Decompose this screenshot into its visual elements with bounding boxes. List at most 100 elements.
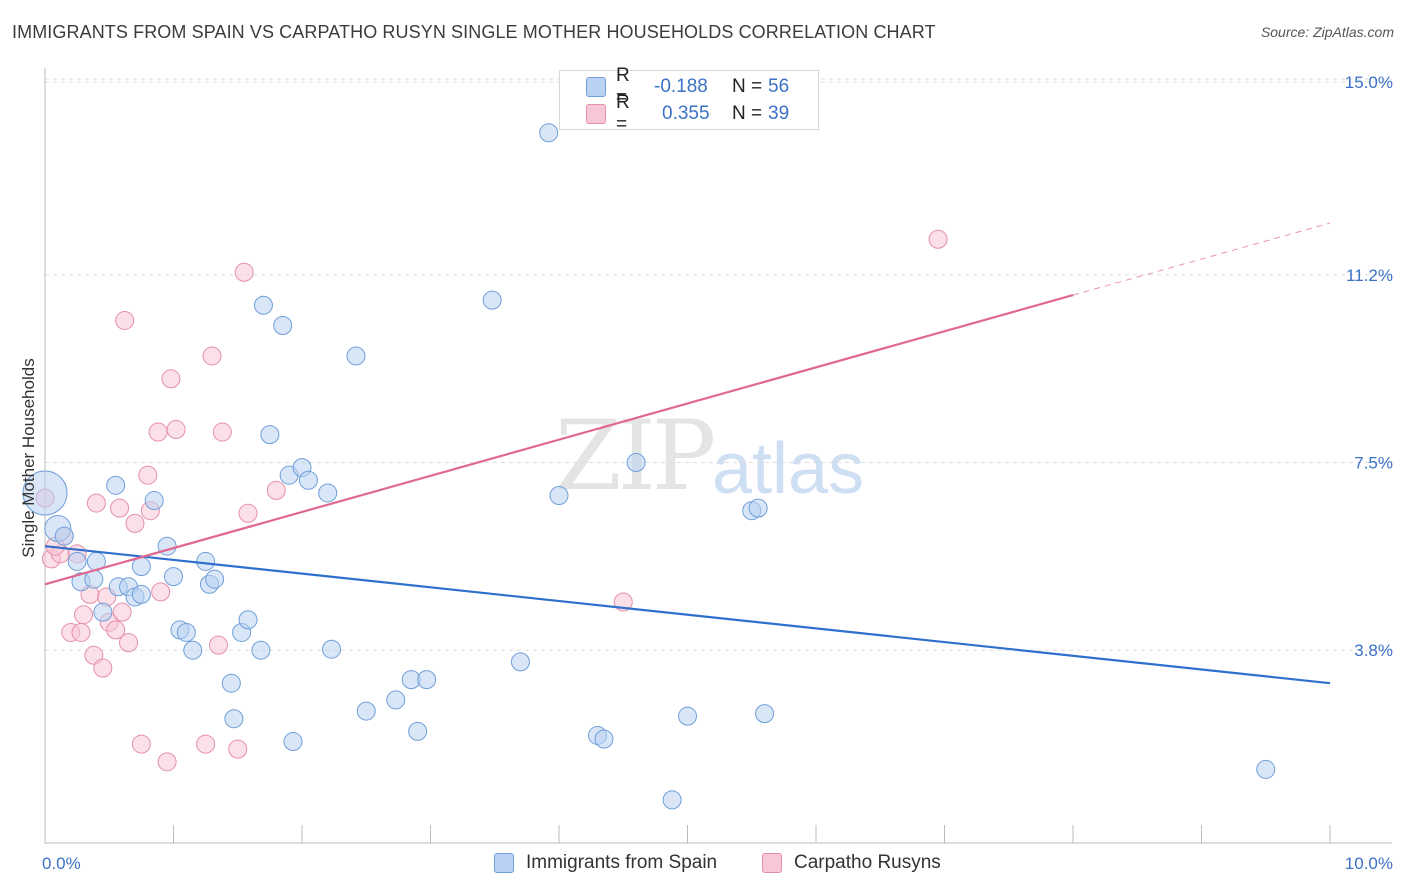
r-label: R = xyxy=(616,65,630,108)
data-point-rusyn xyxy=(125,513,145,533)
data-point-rusyn xyxy=(86,493,106,513)
data-point-spain xyxy=(205,569,225,589)
y-tick-label: 11.2% xyxy=(1346,266,1393,285)
data-point-spain xyxy=(482,290,502,310)
data-point-spain xyxy=(273,316,293,336)
chart-title: IMMIGRANTS FROM SPAIN VS CARPATHO RUSYN … xyxy=(12,22,936,42)
data-point-spain xyxy=(748,498,768,518)
data-point-rusyn xyxy=(93,658,113,678)
y-axis-title: Single Mother Households xyxy=(19,358,38,557)
trend-extension-rusyn xyxy=(1072,222,1331,296)
data-point-rusyn xyxy=(115,310,135,330)
tick-labels: 3.8% 7.5% 11.2% 15.0% 0.0% 10.0% Single Mother… xyxy=(19,73,1393,873)
data-point-rusyn xyxy=(71,622,91,642)
x-tick-label-min: 0.0% xyxy=(42,854,81,873)
series-immigrants-from-spain xyxy=(22,123,1276,810)
data-point-spain xyxy=(54,526,74,546)
data-point-spain xyxy=(164,567,183,587)
trend-lines xyxy=(44,222,1331,685)
y-tick-label: 15.0% xyxy=(1345,73,1393,92)
data-point-spain xyxy=(594,729,614,749)
data-point-rusyn xyxy=(228,739,248,759)
data-point-rusyn xyxy=(151,582,171,602)
data-point-rusyn xyxy=(238,503,258,523)
data-point-rusyn xyxy=(112,602,132,622)
data-point-spain xyxy=(224,709,244,729)
n-value-rusyn: 39 xyxy=(768,103,790,124)
data-point-rusyn xyxy=(106,620,126,640)
data-point-spain xyxy=(283,732,303,752)
data-point-spain xyxy=(131,584,151,604)
data-point-spain xyxy=(678,706,697,726)
data-point-spain xyxy=(251,640,271,660)
data-point-rusyn xyxy=(161,369,181,389)
data-point-spain xyxy=(298,470,318,490)
data-point-rusyn xyxy=(928,229,948,249)
data-point-rusyn xyxy=(119,633,139,653)
legend-swatch-spain xyxy=(494,853,514,873)
data-point-spain xyxy=(322,639,342,659)
data-point-rusyn xyxy=(212,422,232,442)
data-point-spain xyxy=(386,690,406,710)
legend-swatch-rusyn xyxy=(586,104,606,124)
legend-label-rusyn: Carpatho Rusyns xyxy=(794,852,941,873)
data-point-rusyn xyxy=(131,734,151,754)
data-point-spain xyxy=(144,491,164,511)
n-value-spain: 56 xyxy=(768,76,790,97)
data-point-spain xyxy=(318,483,338,503)
data-point-spain xyxy=(176,622,196,642)
trend-line-rusyn xyxy=(44,294,1074,586)
data-point-spain xyxy=(662,790,682,810)
gridlines xyxy=(45,78,1392,651)
y-tick-label: 7.5% xyxy=(1354,454,1393,473)
legend-swatch-rusyn xyxy=(762,853,782,873)
data-point-rusyn xyxy=(148,422,168,442)
r-label: R = xyxy=(616,92,630,135)
legend-row-rusyn: R = 0.355 N = 39 xyxy=(586,92,790,135)
data-point-rusyn xyxy=(110,498,130,518)
data-point-rusyn xyxy=(202,346,222,366)
data-point-rusyn xyxy=(157,752,177,772)
data-point-spain xyxy=(539,123,559,143)
data-point-rusyn xyxy=(266,480,286,500)
data-point-spain xyxy=(408,721,428,741)
legend-item-rusyn[interactable]: Carpatho Rusyns xyxy=(762,852,941,874)
data-point-spain xyxy=(260,425,280,445)
data-point-rusyn xyxy=(234,262,254,282)
legend-label-spain: Immigrants from Spain xyxy=(526,852,718,873)
data-point-spain xyxy=(549,485,569,505)
trend-line-spain xyxy=(44,545,1331,685)
x-tick-label-max: 10.0% xyxy=(1345,854,1393,873)
data-point-rusyn xyxy=(196,734,216,754)
r-value-spain: -0.188 xyxy=(654,76,708,97)
data-point-spain xyxy=(356,701,376,721)
data-point-spain xyxy=(221,673,241,693)
data-point-spain xyxy=(346,346,366,366)
data-point-spain xyxy=(755,704,775,724)
data-point-rusyn xyxy=(138,465,158,485)
data-point-spain xyxy=(67,551,87,571)
y-tick-label: 3.8% xyxy=(1354,641,1393,660)
data-point-spain xyxy=(253,295,273,315)
data-point-rusyn xyxy=(166,420,186,440)
series-carpatho-rusyns xyxy=(35,229,948,772)
r-value-rusyn: 0.355 xyxy=(662,103,710,124)
correlation-legend: R = -0.188 N = 56 R = 0.355 N = 39 xyxy=(559,65,819,135)
legend-swatch-spain xyxy=(586,77,606,97)
data-point-spain xyxy=(22,470,68,516)
data-point-spain xyxy=(238,610,258,630)
source-credit: Source: ZipAtlas.com xyxy=(1260,24,1394,40)
data-point-spain xyxy=(417,670,437,690)
data-point-spain xyxy=(93,602,113,622)
data-point-spain xyxy=(183,640,203,660)
data-point-spain xyxy=(131,557,151,577)
data-point-spain xyxy=(626,453,646,472)
data-point-rusyn xyxy=(208,635,228,655)
legend-row-spain: R = -0.188 N = 56 xyxy=(586,65,790,108)
data-point-rusyn xyxy=(74,605,94,625)
data-point-spain xyxy=(1256,759,1276,779)
legend-item-spain[interactable]: Immigrants from Spain xyxy=(494,852,717,874)
data-point-spain xyxy=(196,551,216,571)
n-label: N = xyxy=(732,76,763,97)
